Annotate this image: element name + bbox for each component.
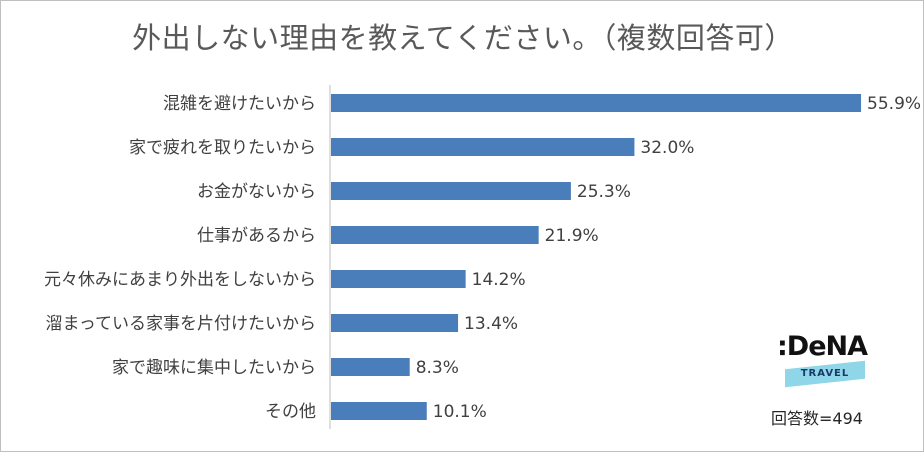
bar	[331, 182, 571, 200]
value-label: 21.9%	[545, 226, 599, 246]
category-label: 溜まっている家事を片付けたいから	[46, 314, 316, 334]
value-label: 55.9%	[867, 94, 921, 114]
value-label: 14.2%	[472, 270, 526, 290]
category-label: その他	[265, 402, 316, 422]
logo-band: TRAVEL	[785, 360, 865, 388]
value-label: 25.3%	[577, 182, 631, 202]
logo-band-text: TRAVEL	[800, 368, 850, 379]
bar	[331, 270, 466, 288]
category-label: 家で疲れを取りたいから	[129, 138, 316, 158]
category-label: 仕事があるから	[197, 226, 316, 246]
bar	[331, 138, 635, 156]
value-label: 32.0%	[640, 138, 694, 158]
bar	[331, 314, 459, 332]
respondent-count: 回答数=494	[771, 409, 863, 428]
value-label: 8.3%	[416, 358, 459, 378]
logo-brand: :DeNA	[777, 331, 868, 362]
bar	[331, 226, 539, 244]
value-label: 10.1%	[433, 402, 487, 422]
chart-title: 外出しない理由を教えてください。（複数回答可）	[132, 21, 794, 55]
bar	[331, 358, 410, 376]
bar	[331, 402, 427, 420]
bar	[331, 94, 862, 112]
category-label: 元々休みにあまり外出をしないから	[44, 270, 316, 290]
dena-travel-logo: :DeNA TRAVEL	[777, 331, 873, 391]
category-label: 混雑を避けたいから	[163, 94, 316, 114]
category-label: 家で趣味に集中したいから	[112, 358, 316, 378]
value-label: 13.4%	[464, 314, 518, 334]
category-label: お金がないから	[197, 182, 316, 202]
